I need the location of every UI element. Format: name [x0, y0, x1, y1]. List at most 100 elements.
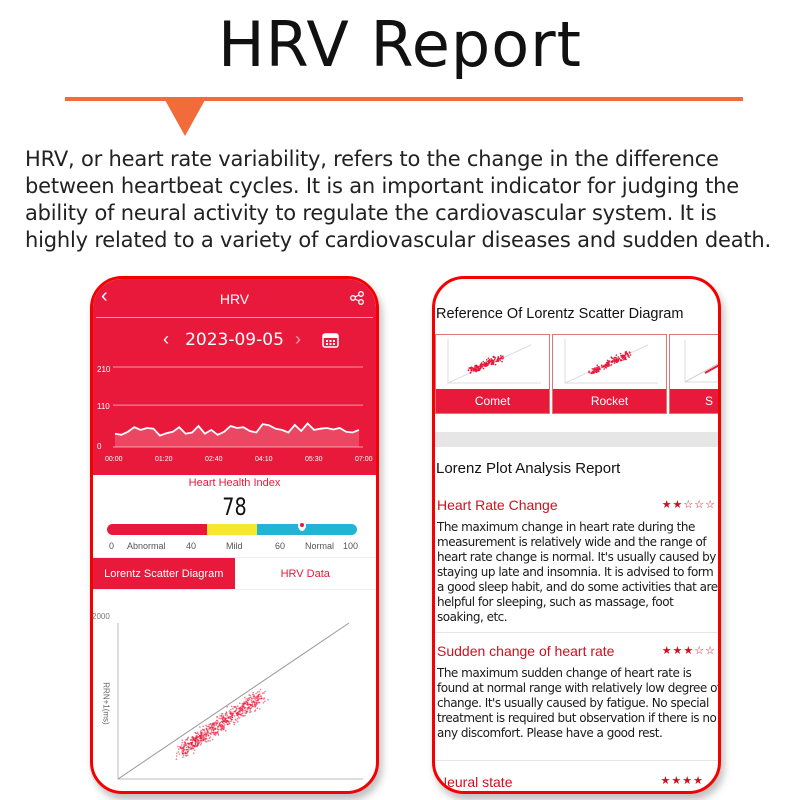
scatter-point	[255, 692, 257, 695]
reference-label: Rocket	[553, 389, 666, 413]
thumb-point	[610, 364, 613, 366]
scatter-point	[216, 728, 219, 730]
thumb-point	[611, 361, 614, 363]
scatter-point	[195, 740, 198, 743]
thumb-point	[596, 367, 599, 370]
y-tick: 0	[97, 442, 102, 451]
scatter-point	[217, 734, 220, 736]
thumb-point	[501, 360, 503, 363]
thumb-point	[490, 363, 492, 366]
scatter-point	[253, 697, 255, 700]
scatter-point	[181, 751, 183, 753]
scatter-point	[250, 696, 252, 698]
phone-lorenz-report: Reference Of Lorentz Scatter Diagram Com…	[432, 276, 721, 794]
lorentz-scatter-plot	[117, 622, 363, 780]
scatter-point	[254, 703, 256, 705]
scatter-point	[209, 736, 212, 738]
scatter-point	[200, 733, 203, 736]
scatter-point	[180, 748, 183, 750]
scatter-point	[212, 731, 214, 734]
reference-carousel[interactable]: Comet Rocket S	[435, 334, 718, 414]
scatter-point	[200, 731, 202, 734]
scatter-point	[261, 692, 264, 694]
scatter-point	[205, 724, 207, 726]
header-divider	[96, 317, 373, 318]
reference-card-s[interactable]: S	[669, 334, 718, 414]
scatter-point	[220, 715, 223, 718]
thumb-point	[613, 359, 615, 361]
scatter-point	[197, 733, 200, 735]
thumb-point	[591, 368, 594, 370]
scatter-point	[228, 723, 230, 725]
scatter-point	[206, 733, 209, 735]
tab-lorentz-scatter[interactable]: Lorentz Scatter Diagram	[93, 558, 235, 589]
thumb-point	[475, 370, 477, 373]
scatter-point	[190, 747, 192, 749]
reference-card-rocket[interactable]: Rocket	[552, 334, 667, 414]
thumb-point	[623, 359, 625, 361]
next-date-button[interactable]: ›	[295, 329, 301, 349]
thumb-point	[469, 367, 471, 369]
scatter-point	[204, 731, 206, 733]
scatter-point	[258, 708, 261, 710]
scatter-point	[223, 720, 225, 722]
scatter-point	[252, 691, 255, 694]
hrv-area	[115, 423, 359, 447]
scatter-point	[224, 724, 226, 726]
scatter-point	[253, 704, 256, 707]
reference-card-comet[interactable]: Comet	[435, 334, 550, 414]
thumb-point	[606, 365, 608, 367]
phone-hrv-screen: ‹ HRV ‹ 2023-09-05 › 210 110 0 00:00 01:…	[90, 276, 379, 794]
scatter-point	[186, 750, 189, 753]
rocket-thumbnail	[564, 339, 658, 384]
scatter-point	[192, 752, 195, 754]
thumb-point	[590, 372, 593, 375]
item-title: Neural state	[437, 774, 513, 790]
chevron-left-icon[interactable]: ‹	[101, 285, 108, 307]
calendar-icon[interactable]	[322, 332, 339, 348]
thumb-point	[470, 370, 473, 372]
scatter-point	[185, 739, 187, 741]
thumb-point	[627, 353, 629, 356]
thumb-point	[612, 357, 614, 360]
scatter-point	[235, 709, 238, 711]
scatter-point	[241, 710, 244, 712]
scatter-point	[245, 710, 248, 713]
scatter-point	[187, 749, 190, 751]
item-title: Sudden change of heart rate	[437, 643, 615, 659]
scatter-point	[241, 703, 243, 705]
scatter-point	[196, 742, 199, 744]
scatter-point	[247, 702, 249, 705]
scatter-point	[250, 704, 252, 706]
scatter-point	[204, 734, 206, 736]
scatter-point	[220, 727, 223, 730]
x-tick: 02:40	[205, 456, 223, 463]
scatter-point	[242, 702, 245, 704]
scatter-point	[185, 754, 187, 757]
scatter-point	[220, 729, 223, 732]
thumb-point	[591, 370, 594, 373]
scatter-point	[196, 731, 199, 734]
thumb-point	[620, 358, 622, 361]
scatter-point	[220, 724, 222, 726]
prev-date-button[interactable]: ‹	[163, 329, 169, 349]
scatter-point	[232, 711, 234, 713]
thumb-point	[615, 354, 618, 356]
hrv-line	[114, 422, 360, 437]
scatter-point	[258, 698, 260, 700]
scatter-point	[224, 713, 227, 715]
thumb-point	[593, 369, 596, 371]
scatter-point	[207, 740, 210, 742]
scatter-point	[208, 729, 210, 731]
scatter-point	[182, 746, 184, 749]
thumb-point	[595, 371, 598, 373]
share-icon[interactable]	[350, 291, 364, 305]
thumb-point	[492, 363, 494, 365]
scatter-point	[215, 733, 217, 735]
tab-hrv-data[interactable]: HRV Data	[280, 567, 330, 580]
scatter-point	[230, 718, 233, 721]
scatter-point	[219, 717, 222, 720]
scatter-point	[243, 702, 246, 704]
scatter-point	[248, 694, 250, 696]
scatter-point	[248, 698, 251, 701]
